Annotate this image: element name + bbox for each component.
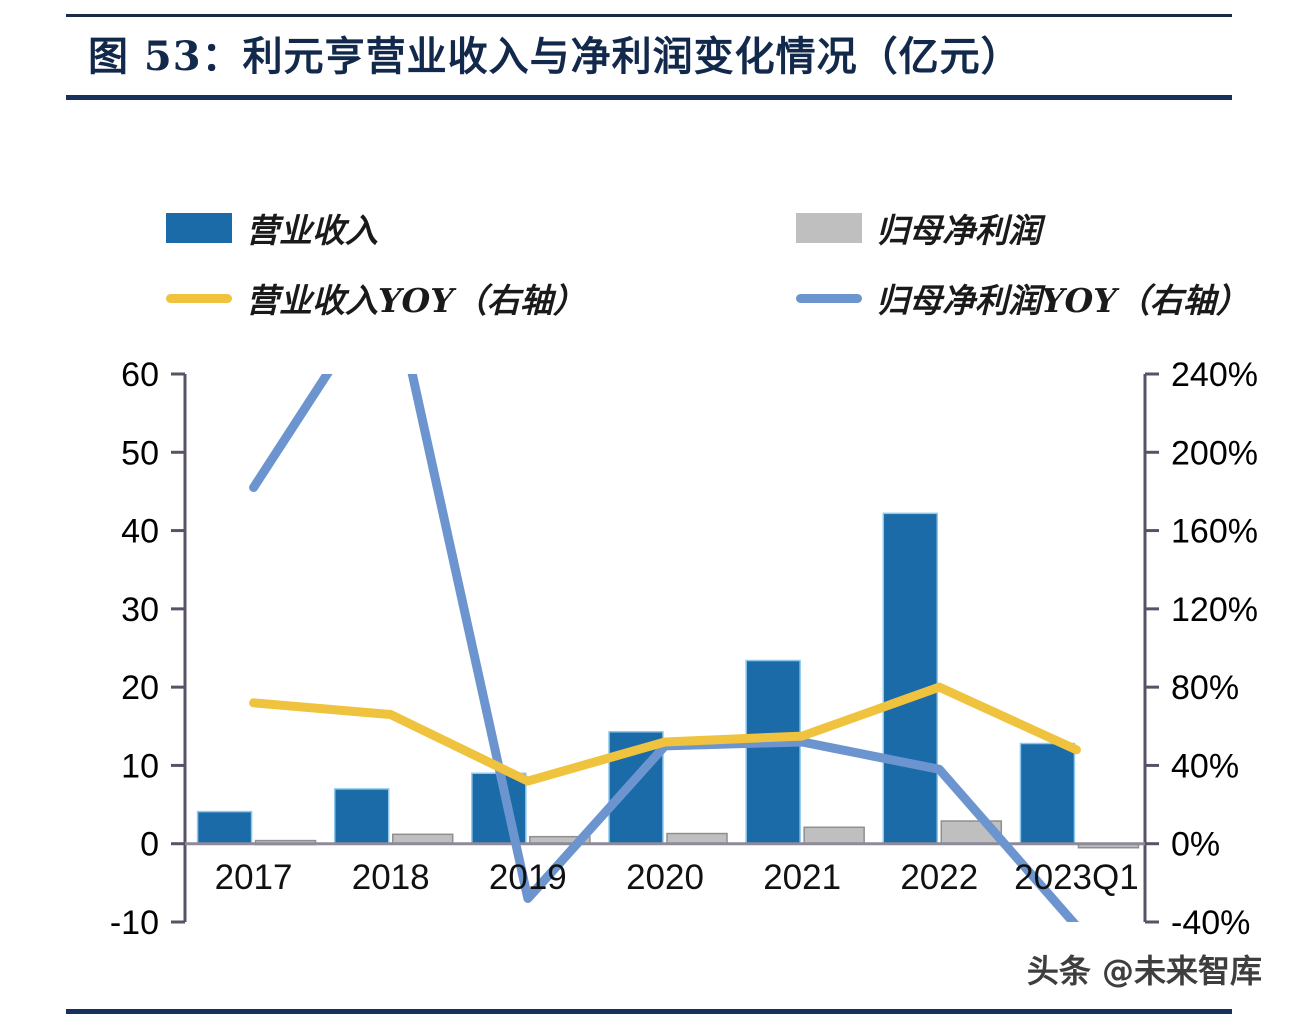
x-axis-tick: 2017 <box>215 858 293 897</box>
legend-swatch-revenue-icon <box>166 213 232 243</box>
x-axis-tick: 2020 <box>626 858 704 897</box>
right-axis-tick: 240% <box>1171 356 1258 394</box>
left-axis-tick: 0 <box>140 826 159 864</box>
legend-item-net-profit[interactable]: 归母净利润 <box>796 204 1041 252</box>
revenue-bar[interactable] <box>333 788 390 845</box>
right-axis-tick-labels: 240% 200% 160% 120% 80% 40% 0% -40% <box>1171 356 1258 942</box>
left-axis-tick: -10 <box>110 904 159 942</box>
line-revenue-yoy[interactable] <box>249 682 1081 786</box>
x-axis-tick: 2021 <box>763 858 841 897</box>
left-axis-tick-labels: 60 50 40 30 20 10 0 -10 <box>110 356 159 942</box>
left-axis-tick: 60 <box>121 356 159 394</box>
x-axis-tick-labels: 2017 2018 2019 2020 2021 2022 2023Q1 <box>215 858 1139 897</box>
right-axis-tick: 0% <box>1171 826 1220 864</box>
legend-line-net-profit-yoy-icon <box>796 293 862 303</box>
revenue-bar[interactable] <box>745 659 801 845</box>
legend-swatch-net-profit-icon <box>796 213 862 243</box>
legend-label-revenue-yoy: 营业收入YOY（右轴） <box>246 281 586 320</box>
right-axis-tick: 120% <box>1171 591 1258 629</box>
revenue-bar[interactable] <box>1019 742 1076 845</box>
left-axis-tick: 30 <box>121 591 159 629</box>
chart-axes <box>171 372 1159 924</box>
page-title: 图 53：利元亨营业收入与净利润变化情况（亿元） <box>88 33 1022 80</box>
legend-item-revenue[interactable]: 营业收入 <box>166 204 378 252</box>
x-axis-tick: 2018 <box>352 858 430 897</box>
right-axis-tick: 160% <box>1171 513 1258 551</box>
left-axis-tick: 40 <box>121 513 159 551</box>
revenue-bar[interactable] <box>196 810 253 845</box>
title-rule-top <box>66 14 1232 17</box>
figure-title-bar: 图 53：利元亨营业收入与净利润变化情况（亿元） <box>66 14 1232 100</box>
right-axis-tick: 80% <box>1171 669 1239 707</box>
x-axis-tick: 2019 <box>489 858 567 897</box>
left-axis-tick: 20 <box>121 669 159 707</box>
x-axis-tick: 2022 <box>900 858 978 897</box>
right-axis-tick: -40% <box>1171 904 1250 942</box>
left-axis-tick: 50 <box>121 434 159 472</box>
net-profit-bar[interactable] <box>803 826 865 845</box>
right-axis-tick: 200% <box>1171 434 1258 472</box>
revenue-bars <box>196 512 1076 845</box>
legend-item-revenue-yoy[interactable]: 营业收入YOY（右轴） <box>166 274 586 322</box>
net-profit-bar[interactable] <box>666 832 728 845</box>
watermark: 头条 @未来智库 <box>1026 952 1262 990</box>
legend-label-net-profit: 归母净利润 <box>876 211 1041 250</box>
legend-label-revenue: 营业收入 <box>246 211 378 250</box>
revenue-bar[interactable] <box>882 512 939 845</box>
legend-line-revenue-yoy-icon <box>166 293 232 303</box>
legend-label-net-profit-yoy: 归母净利润YOY（右轴） <box>876 281 1249 320</box>
x-axis-tick: 2023Q1 <box>1014 858 1139 897</box>
legend-item-net-profit-yoy[interactable]: 归母净利润YOY（右轴） <box>796 274 1249 322</box>
left-axis-tick: 10 <box>121 747 159 785</box>
right-axis-tick: 40% <box>1171 747 1239 785</box>
footer-rule <box>66 1009 1232 1014</box>
title-rule-bottom <box>66 95 1232 100</box>
chart-legend: 营业收入 归母净利润 营业收入YOY（右轴） 归母净利润YOY（右轴） <box>166 196 1249 322</box>
revenue-yoy-line <box>249 682 1081 786</box>
